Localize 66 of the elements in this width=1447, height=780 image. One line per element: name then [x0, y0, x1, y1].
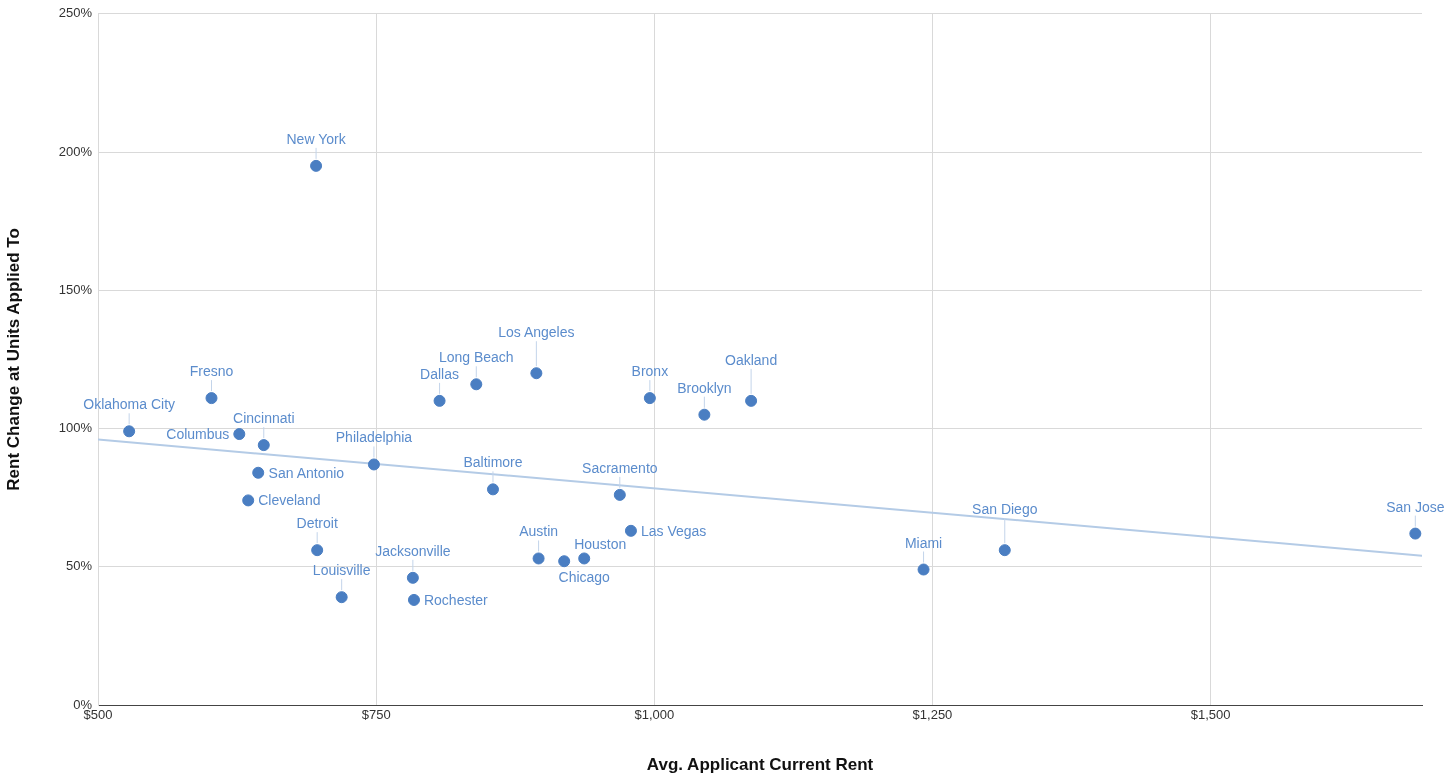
annotation: Brooklyn: [677, 379, 732, 396]
annotation: Fresno: [189, 363, 234, 380]
annotation: Miami: [904, 534, 943, 551]
annotation: Chicago: [558, 569, 611, 586]
point: [311, 544, 324, 557]
annotation: Austin: [519, 523, 559, 540]
annotation: San Antonio: [268, 464, 345, 481]
annotation: Sacramento: [582, 459, 658, 476]
point: [123, 425, 136, 438]
point: [367, 458, 380, 471]
point: [558, 555, 571, 568]
point: [698, 408, 711, 421]
annotation: Jacksonville: [375, 542, 451, 559]
annotation: Houston: [574, 536, 627, 553]
point: [486, 483, 499, 496]
annotation: San Jose: [1386, 498, 1445, 515]
point: [257, 439, 270, 452]
point: [406, 571, 419, 584]
x-tick-label: $750: [361, 707, 391, 723]
point: [613, 488, 626, 501]
point: [1409, 527, 1422, 540]
annotation: Long Beach: [438, 349, 514, 366]
x-tick-label: $1,500: [1190, 707, 1231, 723]
point: [470, 378, 483, 391]
annotation: Las Vegas: [640, 522, 707, 539]
point: [252, 466, 265, 479]
y-axis-title: Rent Change at Units Applied To: [3, 228, 23, 491]
point: [310, 159, 323, 172]
x-tick-label: $1,000: [634, 707, 675, 723]
point: [530, 367, 543, 380]
annotation: Rochester: [423, 591, 489, 608]
x-tick-label: $1,250: [912, 707, 953, 723]
point: [233, 428, 246, 441]
annotation: Dallas: [420, 365, 460, 382]
annotation: Oakland: [725, 351, 778, 368]
y-tick-label: 250%: [58, 5, 93, 21]
point: [407, 593, 420, 606]
point: [335, 591, 348, 604]
annotation: Los Angeles: [498, 324, 575, 341]
point: [205, 392, 218, 405]
point: [624, 524, 637, 537]
point: [242, 494, 255, 507]
annotation: Cincinnati: [233, 410, 295, 427]
point: [433, 394, 446, 407]
annotation: Baltimore: [463, 454, 523, 471]
annotation: Detroit: [296, 515, 338, 532]
y-tick-label: 50%: [65, 558, 93, 574]
point: [745, 394, 758, 407]
annotation: New York: [286, 130, 347, 147]
annotation: Cleveland: [258, 492, 321, 509]
point: [643, 392, 656, 405]
annotation: Louisville: [312, 562, 371, 579]
y-tick-label: 100%: [58, 420, 93, 436]
x-axis-title: Avg. Applicant Current Rent: [646, 755, 874, 775]
annotation: Philadelphia: [335, 429, 413, 446]
point: [578, 552, 591, 565]
x-tick-label: $500: [83, 707, 113, 723]
y-tick-label: 200%: [58, 143, 93, 159]
point: [917, 563, 930, 576]
point: [532, 552, 545, 565]
point: [998, 544, 1011, 557]
y-tick-label: 150%: [58, 281, 93, 297]
annotation: Bronx: [631, 363, 669, 380]
annotation: San Diego: [972, 501, 1038, 518]
annotation: Columbus: [166, 426, 230, 443]
annotation: Oklahoma City: [83, 396, 176, 413]
